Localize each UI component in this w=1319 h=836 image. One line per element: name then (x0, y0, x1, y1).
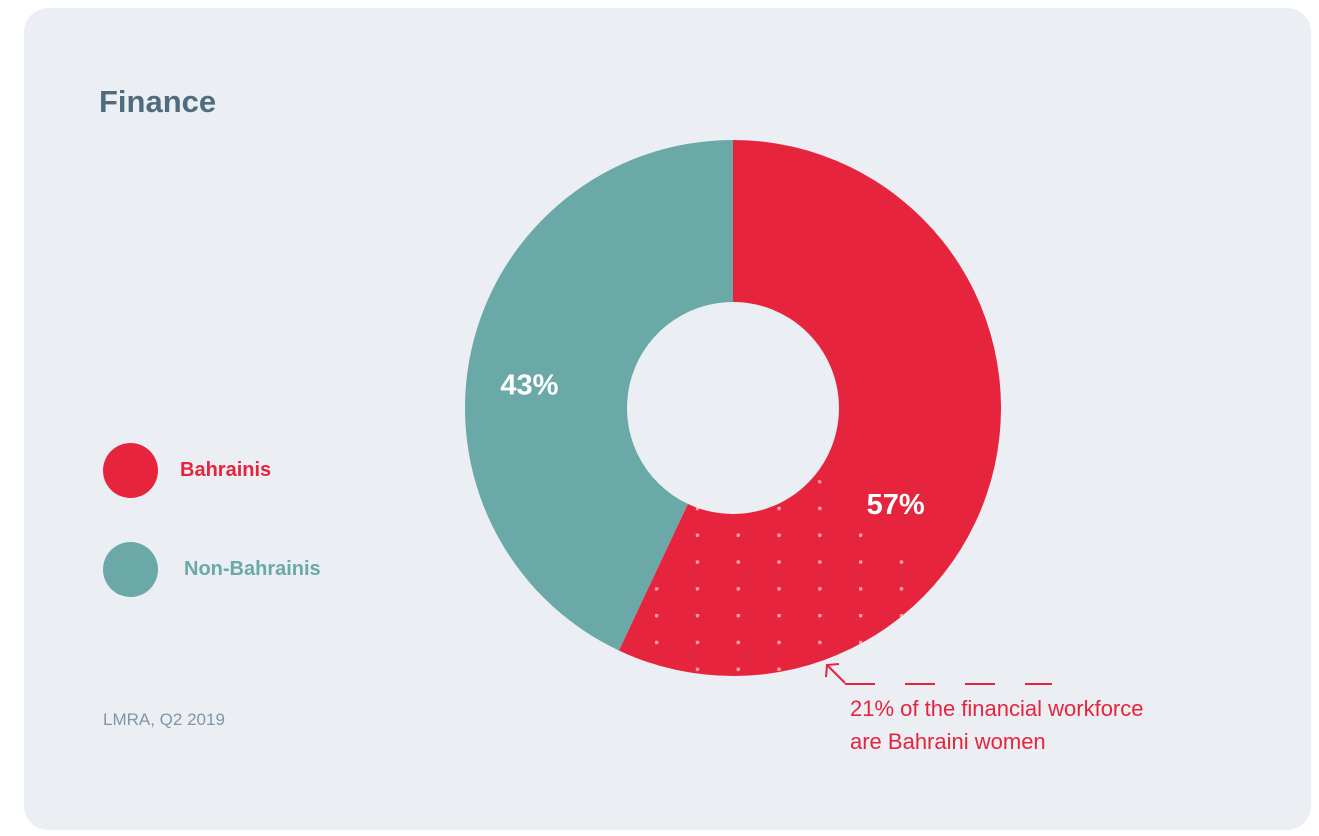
source-note: LMRA, Q2 2019 (103, 710, 225, 729)
annotation-line-2: are Bahraini women (850, 729, 1046, 754)
slice-non-bahrainis (464, 140, 733, 651)
legend-swatch-non-bahrainis (103, 541, 158, 597)
legend-item-non-bahrainis: Non-Bahrainis (103, 541, 321, 597)
legend-label-non-bahrainis: Non-Bahrainis (184, 557, 321, 580)
annotation-line-1: 21% of the financial workforce (850, 696, 1144, 721)
annotation-connector (825, 663, 1052, 685)
slice-label-bahrainis: 57% (867, 489, 925, 521)
annotation-text: 21% of the financial workforce are Bahra… (850, 692, 1144, 758)
chart-title: Finance (99, 84, 217, 119)
arrow-up-left-icon (825, 663, 846, 684)
legend-item-bahrainis: Bahrainis (103, 442, 271, 498)
legend-label-bahrainis: Bahrainis (180, 458, 272, 481)
legend-swatch-bahrainis (103, 442, 158, 498)
chart-card (24, 8, 1311, 830)
highlight-bahraini-women (618, 475, 940, 676)
slice-label-non-bahrainis: 43% (500, 369, 558, 401)
